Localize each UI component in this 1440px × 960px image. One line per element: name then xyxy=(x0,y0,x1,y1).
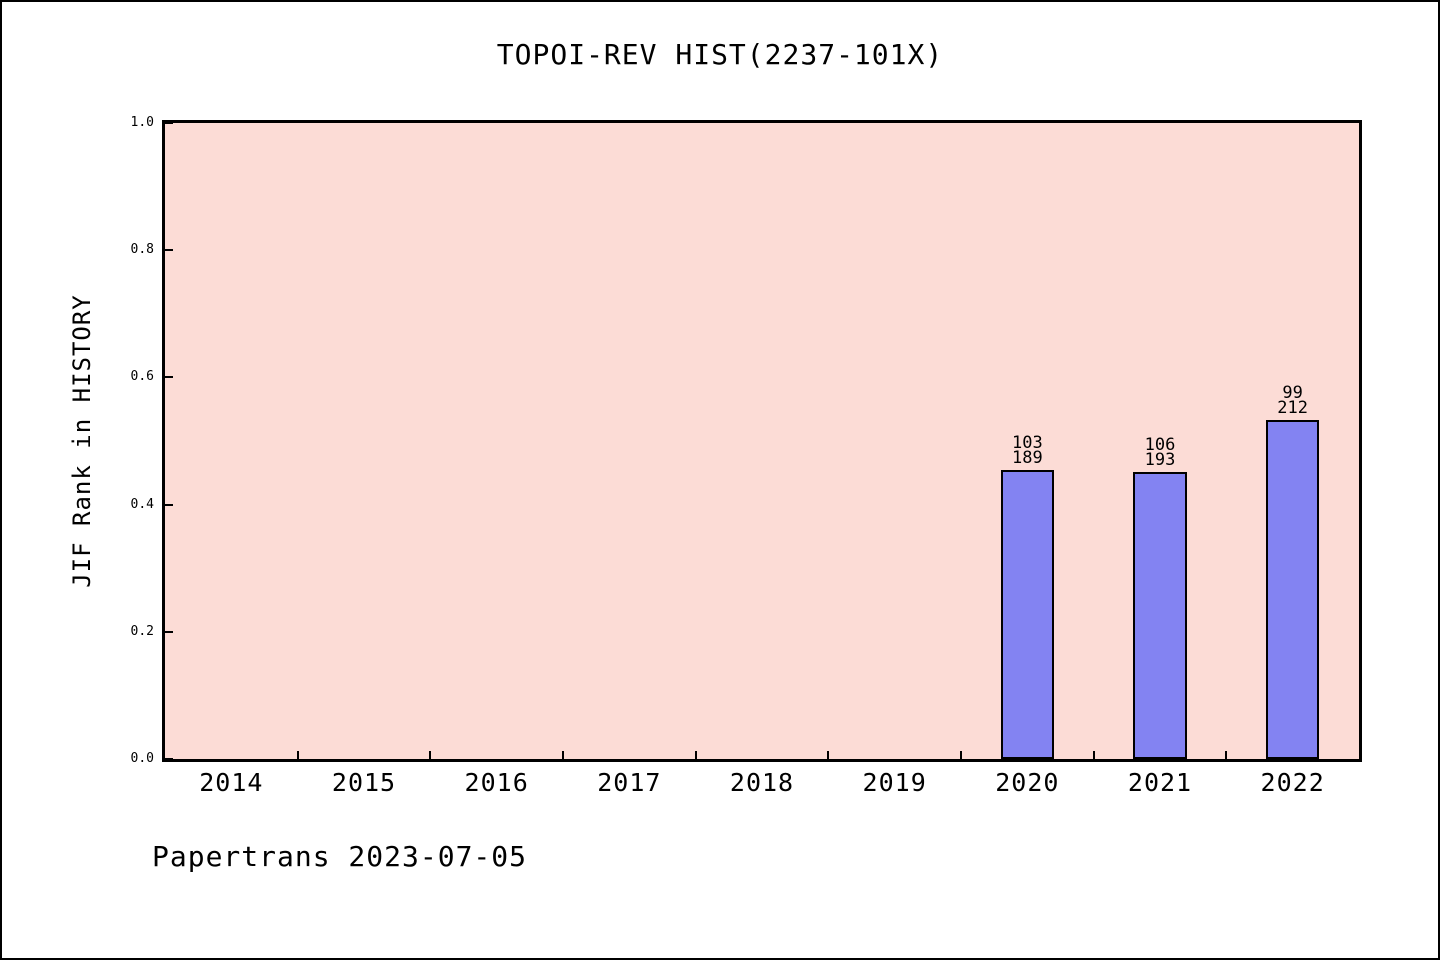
y-tick-mark xyxy=(165,122,173,124)
bar-label-2020: 103 189 xyxy=(977,432,1077,468)
x-tick-label-2022: 2022 xyxy=(1260,768,1325,797)
y-tick-label: 1.0 xyxy=(130,115,154,130)
plot-area: 103 189 106 193 99 212 xyxy=(162,120,1362,762)
x-tick-mark xyxy=(694,751,697,759)
chart-title: TOPOI-REV HIST(2237-101X) xyxy=(496,38,944,71)
y-tick-mark xyxy=(165,249,173,252)
bar-label-line: 193 xyxy=(1144,450,1176,471)
x-tick-label-2019: 2019 xyxy=(862,768,927,797)
bar-label-line: 103 xyxy=(1011,432,1043,453)
y-tick-label: 0.6 xyxy=(130,369,154,385)
x-tick-label-2018: 2018 xyxy=(729,768,795,797)
bar-2021 xyxy=(1133,472,1187,759)
footer-note: Papertrans 2023-07-05 xyxy=(152,840,528,873)
x-tick-label-2015: 2015 xyxy=(331,768,397,797)
bar-label-line: 189 xyxy=(1011,447,1043,468)
bar-2020 xyxy=(1000,469,1054,759)
bar-label-line: 99 xyxy=(1282,383,1303,404)
y-tick-label: 0.0 xyxy=(130,751,154,766)
x-tick-mark xyxy=(1225,751,1228,759)
x-tick-mark xyxy=(1092,751,1095,759)
bar-label-line: 106 xyxy=(1144,435,1176,456)
y-tick-mark xyxy=(165,376,173,379)
x-tick-label-2020: 2020 xyxy=(995,768,1060,797)
x-tick-mark xyxy=(296,751,299,759)
bar-2022 xyxy=(1266,420,1320,759)
y-tick-label: 0.4 xyxy=(130,496,154,512)
y-tick-label: 0.2 xyxy=(130,623,154,639)
y-tick-label: 0.8 xyxy=(130,242,154,258)
x-tick-mark xyxy=(429,751,432,759)
bar-label-2022: 99 212 xyxy=(1243,383,1343,419)
x-tick-mark xyxy=(960,751,962,759)
y-axis-label: JIF Rank in HISTORY xyxy=(68,294,96,588)
x-tick-label-2016: 2016 xyxy=(464,768,529,797)
y-tick-mark xyxy=(165,503,173,506)
x-tick-label-2017: 2017 xyxy=(597,768,662,797)
x-tick-mark xyxy=(827,751,830,759)
x-tick-label-2021: 2021 xyxy=(1127,768,1193,797)
y-tick-mark xyxy=(165,630,173,633)
x-tick-mark xyxy=(562,751,564,759)
x-tick-label-2014: 2014 xyxy=(199,768,264,797)
bar-label-line: 212 xyxy=(1277,398,1309,419)
y-tick-mark xyxy=(165,758,173,760)
bar-label-2021: 106 193 xyxy=(1110,435,1210,471)
